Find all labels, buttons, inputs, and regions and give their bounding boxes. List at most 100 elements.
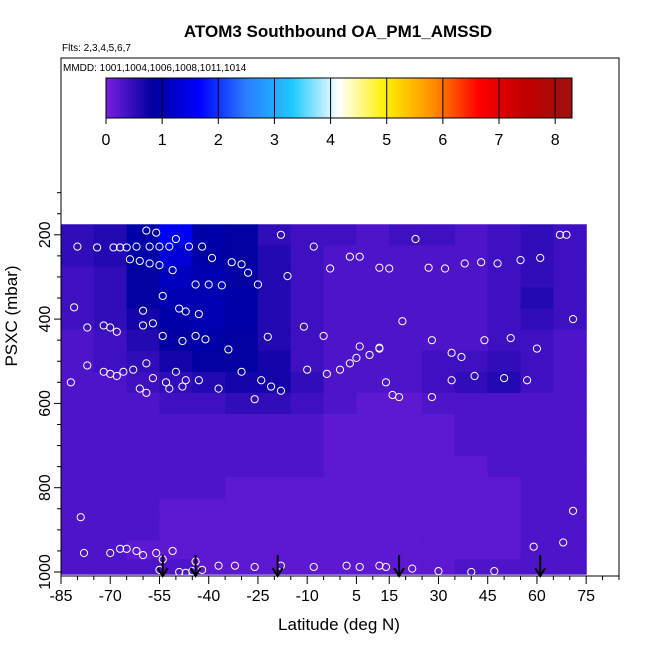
heatmap-cell	[422, 350, 456, 373]
sample-point	[250, 395, 259, 404]
heatmap-cell	[192, 498, 226, 520]
heatmap-cell	[553, 287, 587, 310]
heatmap-cell	[61, 308, 95, 331]
heatmap-cell	[126, 435, 161, 457]
heatmap-cell	[487, 266, 522, 289]
sample-point	[155, 242, 164, 251]
sample-point	[480, 336, 489, 345]
sample-point	[342, 561, 351, 570]
heatmap-cell	[159, 308, 193, 331]
sample-point	[381, 378, 391, 387]
heatmap-cell	[487, 287, 522, 310]
sample-point	[76, 513, 85, 522]
heatmap-cell	[225, 287, 259, 310]
sample-point	[309, 562, 318, 572]
heatmap-cell	[290, 559, 325, 575]
heatmap-cell	[159, 435, 193, 457]
x-tick-label: 45	[479, 588, 497, 605]
heatmap-cell	[422, 477, 456, 499]
heatmap-cell	[389, 477, 423, 499]
heatmap-cell	[61, 350, 95, 373]
heatmap-cell	[389, 245, 423, 268]
heatmap-cell	[192, 477, 226, 499]
sample-point	[490, 567, 499, 576]
heatmap-cell	[454, 519, 489, 541]
heatmap-cell	[422, 456, 456, 478]
heatmap-cell	[192, 392, 226, 415]
heatmap-cell	[225, 329, 259, 352]
sample-point	[263, 332, 272, 341]
heatmap-cell	[93, 224, 128, 246]
heatmap-cell	[454, 350, 489, 373]
sample-point	[184, 242, 194, 251]
heatmap-cell	[520, 224, 554, 246]
heatmap-cell	[225, 559, 259, 575]
x-tick-label: -55	[148, 588, 171, 605]
sample-point	[230, 561, 240, 570]
heatmap-cell	[553, 456, 587, 478]
heatmap-cell	[290, 371, 325, 394]
heatmap-cell	[93, 266, 128, 289]
sample-point	[335, 365, 345, 374]
heatmap-cell	[422, 287, 456, 310]
heatmap-cell	[389, 287, 423, 310]
sample-point	[175, 304, 184, 313]
x-tick-label: -25	[246, 588, 269, 605]
sample-point	[375, 263, 384, 272]
heatmap-cell	[454, 245, 489, 268]
heatmap-cell	[520, 498, 554, 520]
heatmap-cell	[487, 519, 522, 541]
sample-point	[276, 386, 286, 395]
heatmap-cell	[290, 287, 325, 310]
heatmap-cell	[61, 245, 95, 268]
sample-points	[66, 226, 578, 576]
heatmap-cell	[159, 350, 193, 373]
sample-point	[447, 348, 456, 357]
heatmap-cell	[225, 413, 259, 436]
heatmap-cell	[126, 329, 161, 352]
heatmap-cell	[389, 329, 423, 352]
sample-point	[132, 546, 141, 556]
heatmap-cell	[61, 329, 95, 352]
heatmap-cell	[290, 224, 325, 246]
sample-point	[214, 561, 223, 570]
heatmap-cell	[290, 392, 325, 415]
heatmap-cell	[290, 308, 325, 331]
heatmap-cell	[225, 224, 259, 246]
sample-point	[237, 367, 246, 376]
x-tick-label: 75	[577, 588, 595, 605]
sample-point	[529, 542, 538, 551]
heatmap-cell	[159, 287, 193, 310]
sample-point	[345, 359, 354, 368]
sample-point	[522, 376, 532, 385]
heatmap-cell	[356, 350, 390, 373]
y-tick-label: 600	[37, 390, 54, 417]
heatmap-cell	[290, 350, 325, 373]
heatmap-cell	[323, 413, 358, 436]
sample-point	[398, 317, 407, 326]
heatmap-cell	[454, 287, 489, 310]
colorbar-bar	[105, 77, 573, 119]
sample-point	[171, 367, 180, 376]
sample-point	[440, 264, 450, 273]
heatmap-cell	[225, 456, 259, 478]
sample-point	[194, 309, 203, 319]
sample-point	[171, 234, 180, 244]
heatmap-cell	[225, 245, 259, 268]
heatmap-cell	[487, 245, 522, 268]
heatmap-cell	[454, 498, 489, 520]
heatmap-cell	[356, 413, 390, 436]
sample-point	[158, 291, 167, 301]
heatmap-cell	[159, 392, 193, 415]
heatmap-cell	[389, 435, 423, 457]
sample-point	[178, 382, 187, 391]
heatmap-cell	[323, 540, 358, 560]
heatmap-cell	[520, 519, 554, 541]
sample-point	[73, 242, 82, 251]
sample-point	[345, 252, 354, 261]
heatmap-cell	[356, 498, 390, 520]
heatmap-cell	[257, 224, 292, 246]
heatmap-cell	[422, 308, 456, 331]
x-tick-label: -40	[197, 588, 220, 605]
